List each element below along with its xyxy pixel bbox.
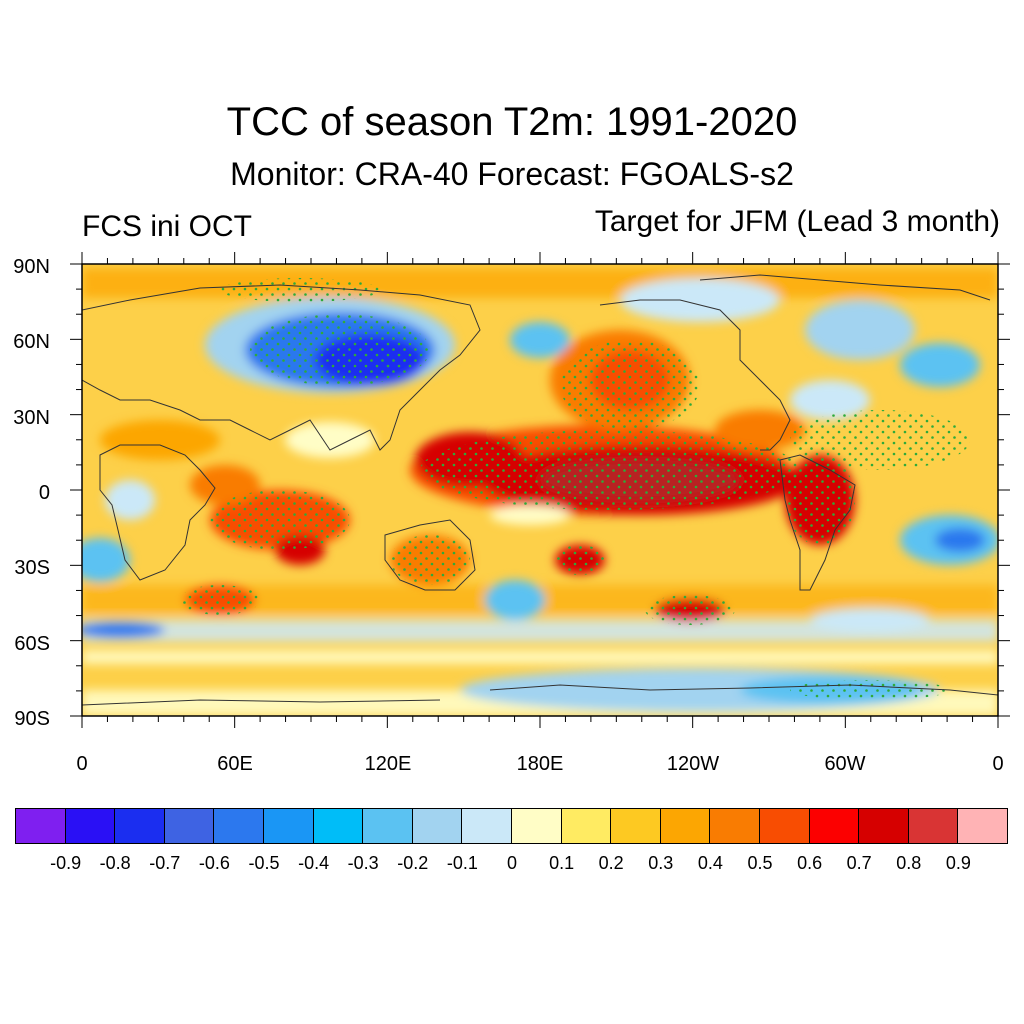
- colorbar-label: 0.8: [896, 853, 922, 873]
- colorbar-swatch: [907, 808, 959, 844]
- colorbar-swatch: [461, 808, 512, 844]
- colorbar-swatch: [213, 808, 264, 844]
- colorbar-label: 0.4: [697, 853, 723, 873]
- colorbar-swatch: [64, 808, 116, 844]
- lon-tick-label: 120W: [667, 753, 719, 775]
- colorbar-swatch: [758, 808, 810, 844]
- colorbar-label: 0.6: [797, 853, 823, 873]
- colorbar-label: 0: [506, 853, 518, 873]
- colorbar-label: 0.5: [747, 853, 773, 873]
- colorbar-label: -0.5: [248, 853, 280, 873]
- colorbar-swatch: [858, 808, 909, 844]
- colorbar-swatch: [15, 808, 66, 844]
- colorbar-swatch: [808, 808, 860, 844]
- lon-tick-label: 60W: [824, 753, 865, 775]
- lon-tick-label: 60E: [217, 753, 253, 775]
- colorbar-swatch: [957, 808, 1008, 844]
- coastlines: [82, 274, 998, 706]
- axis-ticks: [70, 252, 1010, 728]
- colorbar-label: 0.9: [945, 853, 971, 873]
- colorbar-label: -0.6: [198, 853, 230, 873]
- colorbar-swatch: [114, 808, 165, 844]
- colorbar-label: 0.1: [549, 853, 575, 873]
- colorbar-label: 0.3: [648, 853, 674, 873]
- lat-tick-label: 60S: [14, 633, 50, 655]
- colorbar-swatch: [510, 808, 562, 844]
- colorbar-label: -0.4: [298, 853, 330, 873]
- lon-tick-label: 0: [76, 753, 87, 775]
- colorbar-label: -0.3: [347, 853, 379, 873]
- colorbar-label: -0.8: [99, 853, 131, 873]
- target-label: Target for JFM (Lead 3 month): [594, 205, 1000, 238]
- lat-tick-label: 60N: [13, 331, 50, 353]
- colorbar-swatch: [659, 808, 711, 844]
- lon-tick-label: 120E: [365, 753, 412, 775]
- colorbar-label: -0.1: [446, 853, 478, 873]
- init-label: FCS ini OCT: [82, 210, 253, 243]
- colorbar: [15, 808, 1008, 844]
- colorbar-swatch: [312, 808, 364, 844]
- colorbar-label: -0.7: [149, 853, 181, 873]
- lat-tick-label: 90N: [13, 256, 50, 278]
- colorbar-swatch: [610, 808, 661, 844]
- colorbar-label: -0.2: [397, 853, 429, 873]
- lon-tick-label: 0: [992, 753, 1003, 775]
- colorbar-swatch: [362, 808, 413, 844]
- colorbar-swatch: [560, 808, 612, 844]
- chart-title: TCC of season T2m: 1991-2020: [226, 100, 798, 144]
- colorbar-swatch: [411, 808, 463, 844]
- significance-stippling: [180, 278, 970, 700]
- colorbar-swatch: [262, 808, 314, 844]
- chart-subtitle: Monitor: CRA-40 Forecast: FGOALS-s2: [230, 156, 794, 192]
- lat-tick-label: 0: [39, 482, 50, 504]
- correlation-map: 90N 60N 30N 0 30S 60S 90S 0 60E 120E 180…: [13, 252, 1010, 775]
- colorbar-swatch: [709, 808, 760, 844]
- colorbar-swatch: [163, 808, 215, 844]
- lat-tick-label: 30S: [14, 557, 50, 579]
- lat-tick-label: 90S: [14, 708, 50, 730]
- colorbar-labels: -0.9 -0.8 -0.7 -0.6 -0.5 -0.4 -0.3 -0.2 -0.1 0 0.1…: [0, 853, 1024, 879]
- colorbar-label: 0.7: [846, 853, 872, 873]
- colorbar-label: 0.2: [598, 853, 624, 873]
- colorbar-label: -0.9: [50, 853, 82, 873]
- lat-tick-label: 30N: [13, 407, 50, 429]
- lon-tick-label: 180E: [517, 753, 564, 775]
